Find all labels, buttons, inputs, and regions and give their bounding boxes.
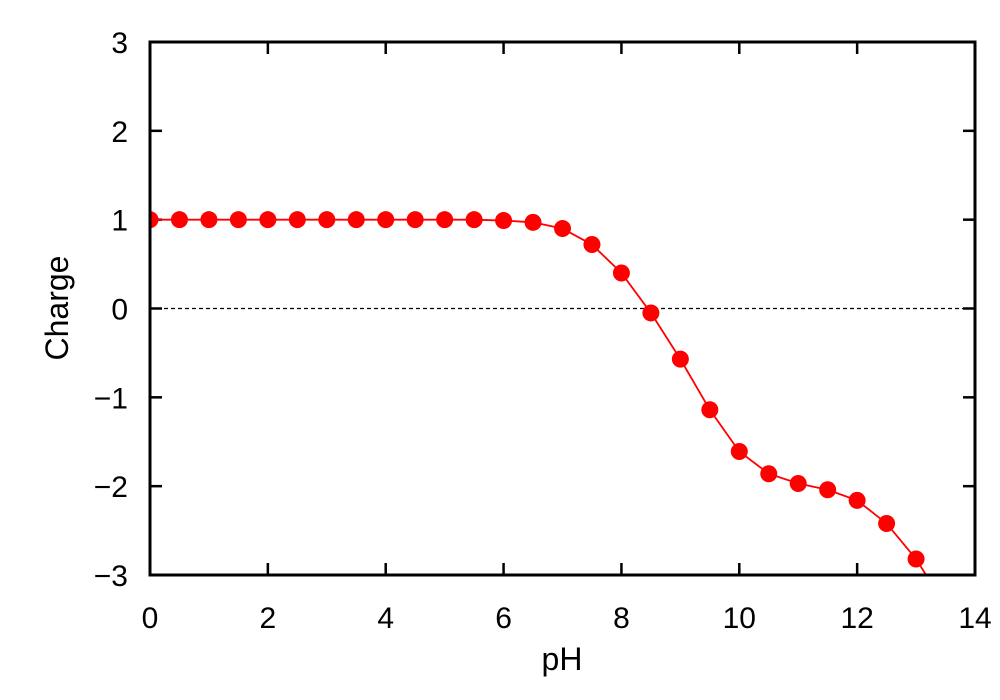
data-point [259, 211, 277, 229]
data-point [347, 211, 365, 229]
data-point [907, 550, 925, 568]
x-tick-label: 10 [723, 602, 756, 635]
data-point [612, 264, 630, 282]
y-tick-label: −2 [94, 471, 128, 504]
y-tick-label: 1 [111, 205, 128, 238]
plot-frame [148, 40, 977, 577]
data-point [436, 211, 454, 229]
data-point [701, 401, 719, 419]
y-tick-label: 3 [111, 27, 128, 60]
data-point [288, 211, 306, 229]
x-tick-label: 6 [495, 602, 512, 635]
data-point [760, 465, 778, 483]
data-point [406, 211, 424, 229]
y-axis-label: Charge [39, 256, 75, 361]
data-point [229, 211, 247, 229]
data-point [524, 213, 542, 231]
x-axis-label: pH [542, 641, 583, 677]
x-tick-label: 14 [958, 602, 991, 635]
data-point [789, 475, 807, 493]
data-point [170, 211, 188, 229]
y-tick-label: 2 [111, 116, 128, 149]
y-tick-label: 0 [111, 294, 128, 327]
y-tick-label: −1 [94, 382, 128, 415]
data-point [377, 211, 395, 229]
x-tick-label: 8 [613, 602, 630, 635]
data-point [730, 443, 748, 461]
x-tick-label: 12 [840, 602, 873, 635]
data-point [671, 350, 689, 368]
data-point [554, 220, 571, 238]
data-point [937, 598, 954, 615]
x-axis-ticks: 0 2 4 6 8 10 12 14 [142, 42, 992, 635]
data-point [318, 211, 336, 229]
data-point [848, 491, 866, 509]
data-point [465, 211, 483, 229]
series-line [150, 218, 928, 575]
data-point [150, 211, 159, 229]
x-tick-label: 0 [142, 602, 159, 635]
x-tick-label: 2 [260, 602, 277, 635]
data-point [200, 211, 218, 229]
data-point [878, 514, 896, 532]
data-point [819, 481, 837, 499]
series-markers [150, 211, 954, 615]
data-point [583, 236, 601, 254]
y-axis-ticks: 3 2 1 0 −1 −2 −3 [94, 27, 975, 593]
x-tick-label: 4 [377, 602, 394, 635]
data-point [642, 304, 660, 322]
y-tick-label: −3 [94, 560, 128, 593]
data-point [495, 212, 513, 230]
